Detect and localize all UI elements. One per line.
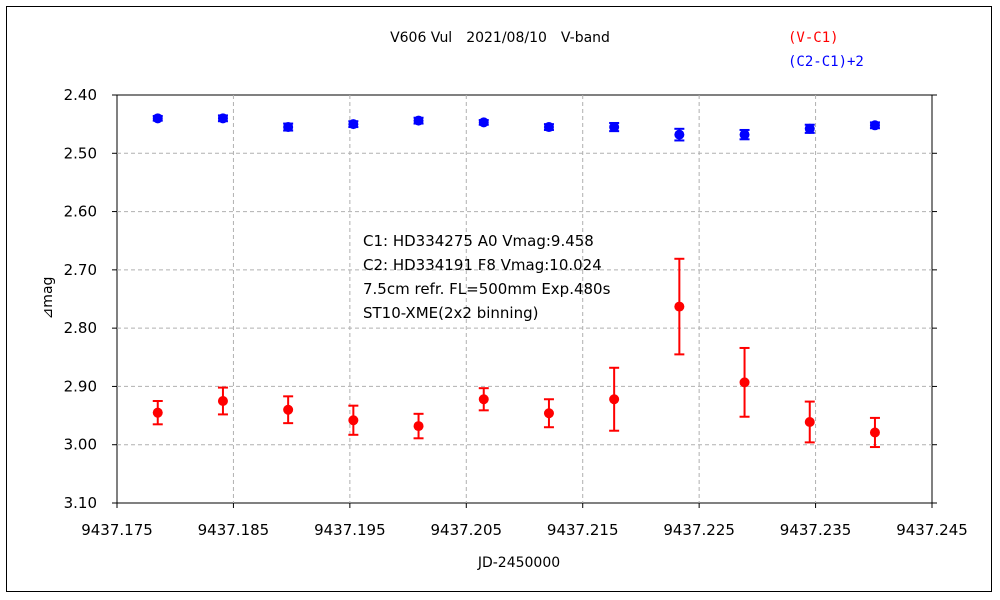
x-axis-label: JD-2450000	[477, 555, 560, 571]
data-point	[609, 122, 620, 133]
x-tick-label: 9437.245	[896, 521, 968, 539]
legend-c2-c1: (C2-C1)+2	[788, 54, 864, 70]
y-axis-ticks: 2.40 2.50 2.60 2.70 2.80 2.90 3.00 3.10	[64, 86, 97, 512]
grid-lines	[112, 94, 937, 508]
data-point	[674, 301, 685, 312]
data-point	[739, 129, 750, 140]
y-tick-label: 2.40	[64, 86, 97, 104]
y-tick-label: 2.60	[64, 203, 97, 221]
data-marks	[152, 113, 880, 449]
annotation-camera: ST10-XME(2x2 binning)	[363, 304, 538, 322]
annotation-telescope: 7.5cm refr. FL=500mm Exp.480s	[363, 280, 611, 298]
x-tick-label: 9437.195	[314, 521, 386, 539]
data-point	[152, 407, 163, 418]
data-point	[413, 421, 424, 432]
y-tick-label: 2.90	[64, 377, 97, 395]
data-point	[609, 394, 620, 405]
data-point	[869, 120, 880, 131]
y-tick-label: 2.50	[64, 144, 97, 162]
legend-v-c1: (V-C1)	[788, 30, 839, 46]
series-c2-c1	[152, 113, 880, 142]
x-tick-label: 9437.185	[198, 521, 270, 539]
data-point	[283, 404, 294, 415]
data-point	[674, 129, 685, 140]
data-point	[804, 123, 815, 134]
x-axis-ticks: 9437.175 9437.185 9437.195 9437.205 9437.215…	[81, 521, 968, 539]
annotation-c2: C2: HD334191 F8 Vmag:10.024	[363, 256, 602, 274]
data-point	[413, 115, 424, 126]
annotation-c1: C1: HD334275 A0 Vmag:9.458	[363, 232, 594, 250]
data-point	[217, 113, 228, 124]
data-point	[739, 377, 750, 388]
chart-title: V606 Vul 2021/08/10 V-band	[390, 30, 610, 46]
data-point	[152, 113, 163, 124]
plot-area	[116, 94, 933, 504]
x-tick-label: 9437.175	[81, 521, 153, 539]
series-v-c1	[152, 257, 880, 449]
data-point	[283, 122, 294, 133]
data-point	[348, 415, 359, 426]
x-tick-label: 9437.225	[663, 521, 735, 539]
x-tick-label: 9437.205	[430, 521, 502, 539]
y-tick-label: 2.70	[64, 261, 97, 279]
data-point	[217, 396, 228, 406]
data-point	[543, 122, 554, 133]
data-point	[478, 394, 489, 405]
y-tick-label: 2.80	[64, 319, 97, 337]
data-point	[804, 416, 815, 427]
data-point	[478, 117, 489, 128]
x-tick-label: 9437.215	[547, 521, 619, 539]
data-point	[543, 408, 554, 419]
y-tick-label: 3.00	[64, 436, 97, 454]
y-tick-label: 3.10	[64, 494, 97, 512]
data-point	[869, 427, 880, 438]
data-point	[348, 119, 359, 130]
y-axis-label: ⊿mag	[40, 277, 56, 320]
x-tick-label: 9437.235	[780, 521, 852, 539]
